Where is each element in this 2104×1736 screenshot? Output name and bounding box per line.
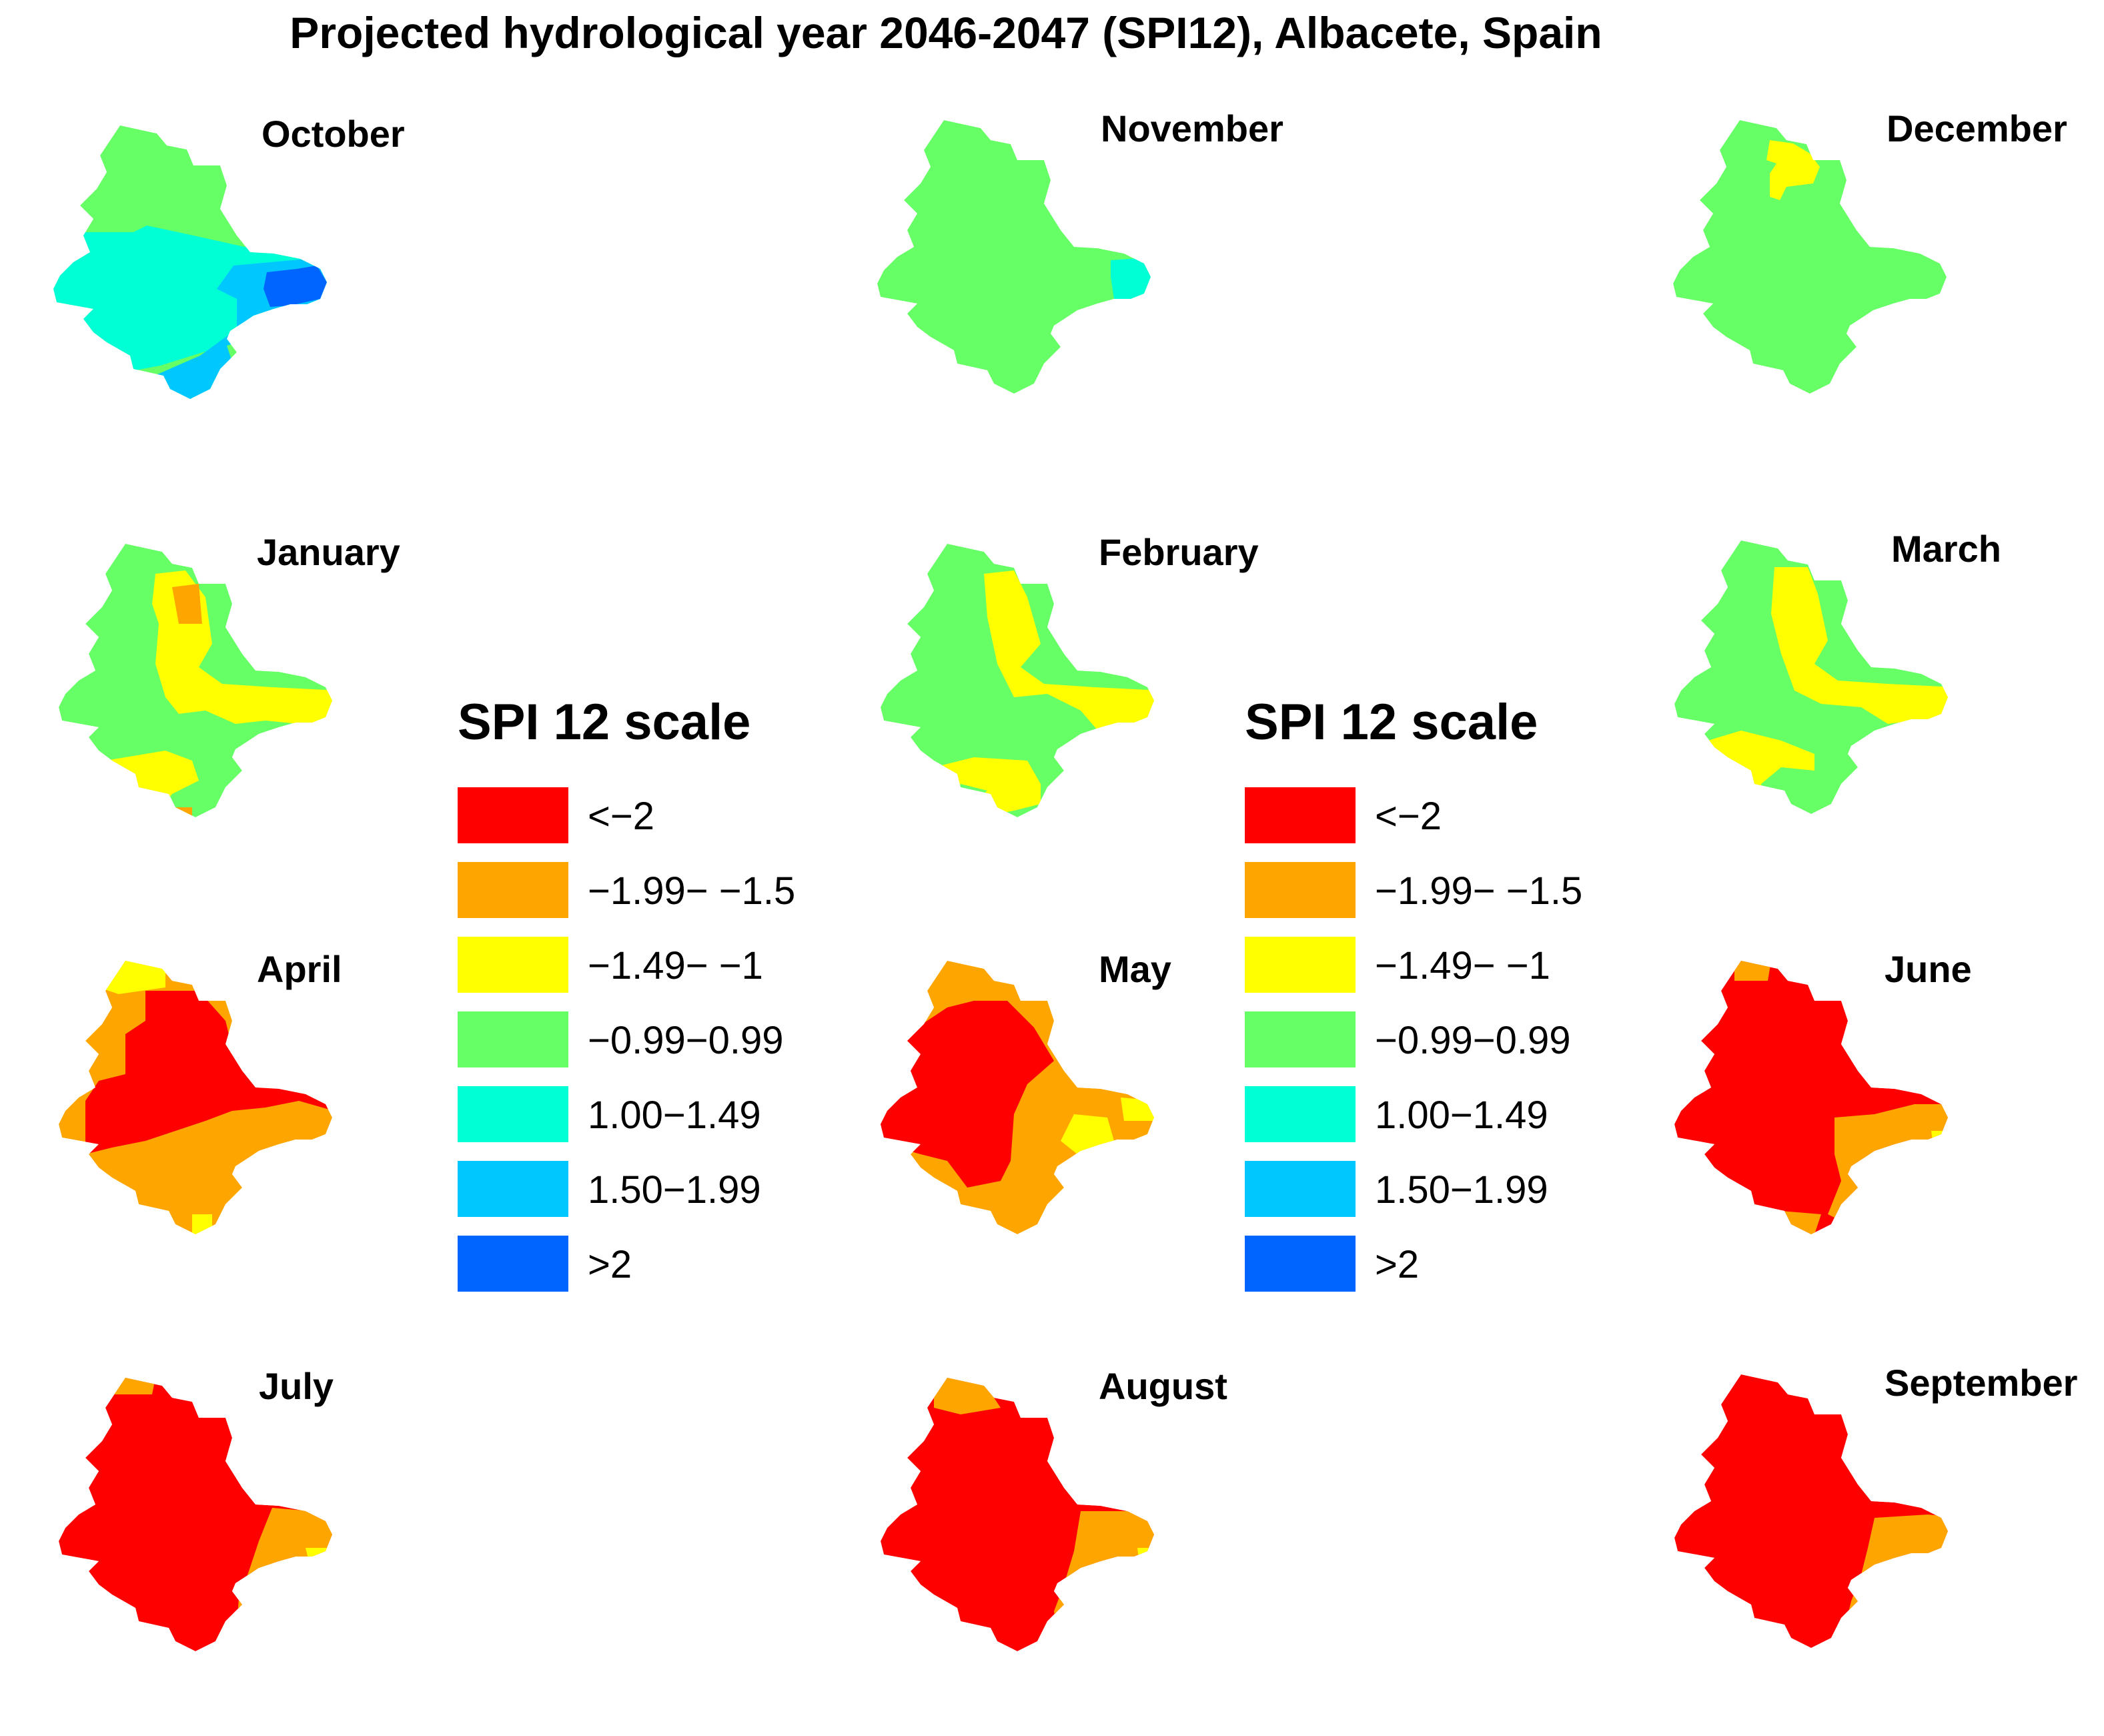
legend-label-1-49-1: −1.49− −1 [588, 944, 763, 987]
legend-label-1-49-1: −1.49− −1 [1375, 944, 1550, 987]
spi-yellow-patch [85, 751, 199, 817]
province-shape [1674, 1374, 1948, 1648]
legend-label-0-99-0-99: −0.99−0.99 [1375, 1019, 1571, 1062]
spi-yellow-patch [1121, 1098, 1154, 1121]
month-label-february: February [1099, 531, 1259, 573]
province-shape [877, 120, 1151, 394]
legend-label-1-00-1-49: 1.00−1.49 [588, 1094, 761, 1137]
province-shape [1674, 961, 1948, 1234]
spi-yellow-patch [1137, 1548, 1154, 1575]
spi-orange-patch [259, 1555, 272, 1568]
spi-orange-patch [112, 1378, 155, 1394]
legend-swatch-1-50-1-99 [1245, 1161, 1356, 1217]
legend-label-0-99-0-99: −0.99−0.99 [588, 1019, 784, 1062]
month-label-september: September [1885, 1362, 2077, 1404]
legend-label-1-50-1-99: 1.50−1.99 [588, 1168, 761, 1212]
legend-label-1-99-1-5: −1.99− −1.5 [1375, 869, 1582, 913]
spi-yellow-patch [306, 1548, 332, 1575]
spi-yellow-patch [192, 1214, 212, 1234]
spi-orange-patch [1734, 961, 1771, 981]
legend-label-gt-2: >2 [588, 1243, 632, 1286]
spi-orange-patch [1681, 1067, 1701, 1084]
legend-label-lt-2: <−2 [1375, 795, 1442, 838]
legend-swatch-1-49-1 [1245, 937, 1356, 993]
spi-orange-patch [1828, 1104, 1948, 1224]
legend-swatch-lt-2 [458, 787, 568, 843]
month-label-july: July [259, 1365, 334, 1407]
map-title: Projected hydrological year 2046-2047 (S… [290, 8, 1602, 57]
legend-swatch-1-00-1-49 [1245, 1086, 1356, 1142]
legend-swatch-gt-2 [458, 1236, 568, 1292]
spi-yellow-patch [1714, 1224, 1741, 1234]
legend-swatch-1-00-1-49 [458, 1086, 568, 1142]
legend-title: SPI 12 scale [1245, 694, 1538, 751]
spi-orange-patch [1845, 1638, 1858, 1648]
spi-yellow-patch [1901, 1561, 1921, 1575]
spi-orange-patch [85, 1625, 125, 1648]
month-label-october: October [261, 113, 405, 155]
spi-yellow-patch [941, 1228, 954, 1234]
map-january: January [59, 531, 400, 817]
map-july: July [59, 1365, 334, 1651]
spi-orange-patch [1761, 814, 1781, 831]
legend-label-lt-2: <−2 [588, 795, 654, 838]
legend-right: SPI 12 scale <−2 −1.99− −1.5 −1.49− −1 −… [1245, 694, 1582, 1292]
legend-label-1-99-1-5: −1.99− −1.5 [588, 869, 795, 913]
month-label-august: August [1099, 1365, 1227, 1407]
legend-left: SPI 12 scale <−2 −1.99− −1.5 −1.49− −1 −… [458, 694, 795, 1292]
legend-swatch-0-99-0-99 [458, 1011, 568, 1067]
spi-red-patch [881, 1001, 1054, 1188]
legend-swatch-lt-2 [1245, 787, 1356, 843]
month-label-january: January [257, 531, 400, 573]
legend-swatch-1-49-1 [458, 937, 568, 993]
map-october: October [53, 113, 405, 399]
map-february: February [881, 531, 1259, 817]
spi-red-patch [152, 1241, 199, 1261]
legend-swatch-1-99-1-5 [458, 862, 568, 918]
legend-swatch-1-50-1-99 [458, 1161, 568, 1217]
spi-yellow-patch [1766, 140, 1820, 200]
legend-label-1-50-1-99: 1.50−1.99 [1375, 1168, 1548, 1212]
spi-orange-patch [172, 584, 202, 624]
map-march: March [1674, 528, 2001, 831]
month-label-may: May [1099, 948, 1171, 990]
month-label-april: April [257, 948, 342, 990]
map-december: December [1673, 107, 2067, 394]
spi-yellow-patch [1771, 567, 1948, 724]
map-april: April [59, 948, 342, 1261]
map-august: August [881, 1365, 1227, 1651]
month-label-december: December [1887, 107, 2067, 149]
spi-red-patch [85, 991, 332, 1154]
map-may: May [881, 948, 1171, 1261]
spi-red-patch [994, 1241, 1021, 1261]
spi-gt-2-patch [264, 266, 327, 307]
month-label-november: November [1101, 107, 1283, 149]
map-november: November [877, 107, 1283, 394]
legend-label-gt-2: >2 [1375, 1243, 1419, 1286]
spi-yellow-patch [984, 570, 1154, 734]
legend-title: SPI 12 scale [458, 694, 750, 751]
legend-swatch-0-99-0-99 [1245, 1011, 1356, 1067]
legend-swatch-gt-2 [1245, 1236, 1356, 1292]
legend-swatch-1-99-1-5 [1245, 862, 1356, 918]
legend-label-1-00-1-49: 1.00−1.49 [1375, 1094, 1548, 1137]
spi-yellow-patch [269, 1568, 286, 1581]
spi-yellow-patch [59, 724, 85, 747]
map-september: September [1674, 1362, 2077, 1648]
spi-1-00-1-49-patch [1900, 304, 1913, 314]
map-june: June [1674, 948, 1972, 1234]
spi-orange-patch [165, 807, 192, 817]
spi-yellow-patch [99, 1224, 125, 1234]
month-label-june: June [1885, 948, 1972, 990]
spi-yellow-patch [1931, 1131, 1948, 1154]
spi-orange-patch [934, 1378, 1001, 1414]
spi-1-00-1-49-patch [1111, 257, 1151, 310]
month-label-march: March [1891, 528, 2001, 570]
